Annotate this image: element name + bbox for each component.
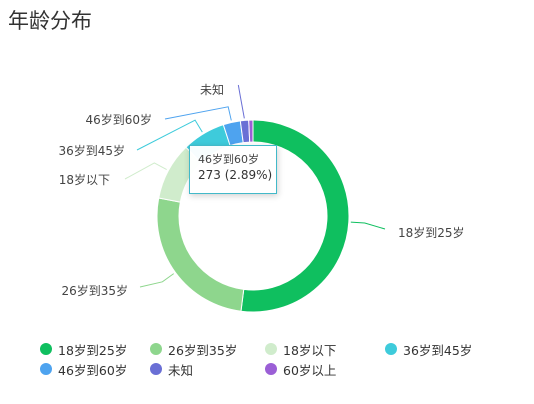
legend-label: 26岁到35岁 [168, 342, 238, 358]
legend-dot-icon [385, 343, 397, 355]
legend-item-2[interactable]: 26岁到35岁 [150, 340, 237, 358]
chart-tooltip: 46岁到60岁 273 (2.89%) [189, 145, 277, 194]
legend-item-4[interactable]: 36岁到45岁 [385, 340, 472, 358]
callout-label-1: 18岁到25岁 [398, 225, 465, 240]
slice-1[interactable] [240, 119, 350, 313]
legend-item-6[interactable]: 未知 [150, 360, 193, 378]
legend-label: 60岁以上 [283, 362, 337, 378]
legend-label: 18岁以下 [283, 342, 337, 358]
callout-label-4: 36岁到45岁 [58, 143, 125, 158]
legend-label: 36岁到45岁 [403, 342, 473, 358]
tooltip-series-name: 46岁到60岁 [198, 153, 259, 166]
callout-line-3 [124, 162, 167, 180]
callout-label-5: 46岁到60岁 [85, 112, 152, 127]
legend-item-7[interactable]: 60岁以上 [265, 360, 336, 378]
slice-7[interactable] [248, 119, 254, 143]
callout-label-3: 18岁以下 [59, 172, 110, 187]
legend-label: 46岁到60岁 [58, 362, 128, 378]
legend-item-5[interactable]: 46岁到60岁 [40, 360, 127, 378]
callout-label-6: 未知 [200, 83, 224, 97]
legend-dot-icon [150, 343, 162, 355]
legend-dot-icon [40, 343, 52, 355]
callout-line-4 [136, 119, 203, 151]
legend-item-1[interactable]: 18岁到25岁 [40, 340, 127, 358]
legend-dot-icon [265, 363, 277, 375]
slice-2[interactable] [156, 197, 245, 312]
legend-item-3[interactable]: 18岁以下 [265, 340, 336, 358]
page-title: 年龄分布 [8, 9, 92, 33]
legend-label: 18岁到25岁 [58, 342, 128, 358]
legend-dot-icon [150, 363, 162, 375]
callout-line-2 [139, 273, 175, 288]
legend-label: 未知 [168, 362, 194, 378]
tooltip-value: 273 (2.89%) [198, 168, 273, 182]
legend-dot-icon [265, 343, 277, 355]
callout-line-6 [237, 84, 245, 119]
callout-line-5 [164, 106, 232, 121]
legend-dot-icon [40, 363, 52, 375]
callout-line-1 [350, 221, 386, 230]
callout-label-2: 26岁到35岁 [61, 283, 128, 298]
